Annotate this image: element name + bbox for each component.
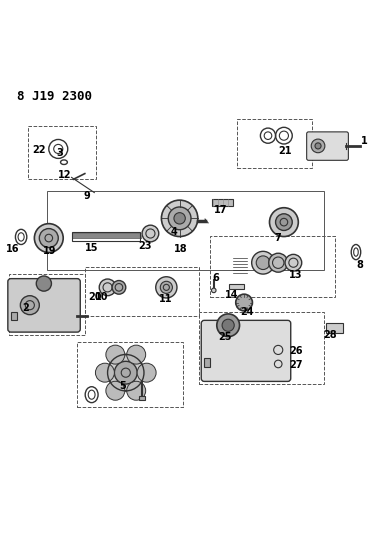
Bar (199, 312, 324, 384)
Bar (11, 312, 16, 320)
Text: 25: 25 (219, 332, 232, 342)
Circle shape (162, 200, 198, 237)
Text: 17: 17 (214, 205, 227, 215)
Circle shape (212, 288, 216, 293)
Circle shape (311, 139, 325, 153)
Circle shape (114, 361, 137, 384)
Text: 21: 21 (278, 146, 292, 156)
Text: 2: 2 (23, 303, 29, 313)
Circle shape (36, 276, 52, 291)
Text: 9: 9 (83, 191, 90, 201)
Text: 24: 24 (240, 307, 254, 317)
FancyBboxPatch shape (201, 320, 291, 382)
Text: 16: 16 (6, 245, 19, 254)
Text: 26: 26 (290, 346, 303, 356)
Text: 28: 28 (324, 330, 337, 340)
Circle shape (108, 354, 144, 391)
Text: 15: 15 (85, 243, 99, 253)
Circle shape (20, 296, 39, 314)
Circle shape (99, 279, 116, 296)
Bar (212, 199, 233, 206)
Circle shape (127, 345, 146, 364)
Bar (325, 324, 343, 333)
Circle shape (315, 143, 321, 149)
Circle shape (252, 252, 274, 274)
Bar (210, 236, 335, 297)
Circle shape (217, 314, 240, 337)
Circle shape (127, 381, 146, 400)
Bar (236, 119, 312, 168)
Circle shape (230, 320, 243, 334)
Text: 22: 22 (32, 144, 45, 155)
FancyBboxPatch shape (8, 279, 80, 332)
Circle shape (269, 208, 298, 237)
Text: 27: 27 (290, 360, 303, 370)
Bar (77, 342, 183, 407)
Circle shape (106, 381, 125, 400)
Text: 13: 13 (288, 270, 302, 280)
Text: 18: 18 (173, 245, 187, 254)
Circle shape (142, 225, 159, 242)
Text: 12: 12 (58, 171, 72, 181)
Circle shape (174, 213, 185, 224)
Text: 1: 1 (361, 136, 368, 147)
Circle shape (39, 229, 58, 247)
Text: 6: 6 (212, 273, 219, 283)
Text: 20: 20 (89, 292, 102, 302)
Text: 8: 8 (356, 260, 363, 270)
Circle shape (222, 319, 234, 332)
Bar (229, 284, 244, 289)
Circle shape (269, 253, 288, 272)
Circle shape (156, 277, 177, 298)
Bar (28, 126, 96, 179)
Text: 3: 3 (57, 148, 63, 158)
Circle shape (160, 281, 172, 294)
Text: 11: 11 (159, 294, 172, 304)
Circle shape (96, 363, 114, 382)
Bar (204, 358, 210, 367)
Text: 14: 14 (225, 290, 239, 300)
Bar (9, 274, 85, 335)
Bar (85, 266, 199, 316)
Text: 10: 10 (95, 292, 108, 302)
Text: 7: 7 (275, 233, 282, 243)
Circle shape (236, 294, 253, 311)
Circle shape (34, 224, 63, 253)
Circle shape (256, 256, 270, 270)
Bar (139, 396, 145, 400)
Circle shape (137, 363, 156, 382)
Bar (71, 232, 140, 241)
Text: 4: 4 (170, 228, 177, 237)
Circle shape (285, 254, 302, 271)
Text: 19: 19 (43, 246, 57, 256)
Text: 8 J19 2300: 8 J19 2300 (16, 90, 92, 103)
Text: 5: 5 (119, 381, 126, 391)
Circle shape (112, 280, 126, 294)
Text: 23: 23 (138, 240, 152, 251)
Bar (47, 191, 324, 270)
Circle shape (275, 214, 292, 230)
FancyBboxPatch shape (307, 132, 348, 160)
Circle shape (168, 207, 191, 230)
Circle shape (106, 345, 125, 364)
